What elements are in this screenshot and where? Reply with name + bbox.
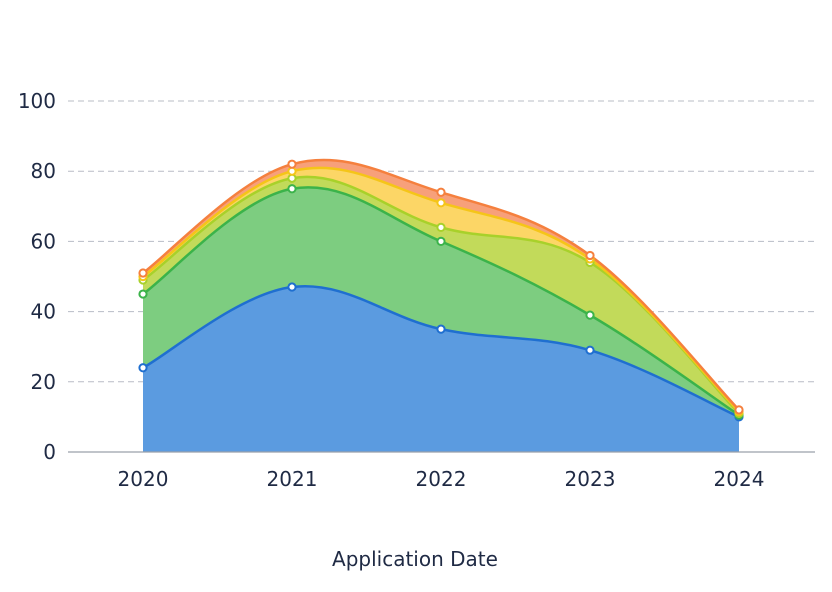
data-point-series-1[interactable] — [586, 347, 593, 354]
chart-container: 0 20 40 60 80 100 2020 2021 2022 2023 2024 Applica… — [0, 0, 832, 592]
data-point-series-5[interactable] — [735, 406, 742, 413]
x-tick-label: 2020 — [118, 467, 169, 491]
data-point-series-2[interactable] — [586, 312, 593, 319]
x-tick-label: 2024 — [714, 467, 765, 491]
data-point-series-1[interactable] — [139, 364, 146, 371]
data-point-series-1[interactable] — [288, 283, 295, 290]
data-point-series-1[interactable] — [437, 326, 444, 333]
y-tick-label: 20 — [31, 370, 56, 394]
data-point-series-5[interactable] — [586, 252, 593, 259]
data-point-series-5[interactable] — [437, 189, 444, 196]
data-point-series-2[interactable] — [437, 238, 444, 245]
y-tick-label: 100 — [18, 89, 56, 113]
y-tick-label: 80 — [31, 159, 56, 183]
data-point-series-2[interactable] — [288, 185, 295, 192]
x-tick-label: 2022 — [416, 467, 467, 491]
data-point-series-4[interactable] — [437, 199, 444, 206]
x-tick-label: 2023 — [565, 467, 616, 491]
data-point-series-5[interactable] — [288, 161, 295, 168]
data-point-series-5[interactable] — [139, 269, 146, 276]
x-axis-title: Application Date — [332, 547, 498, 571]
data-point-series-2[interactable] — [139, 290, 146, 297]
y-tick-label: 40 — [31, 300, 56, 324]
y-tick-label: 0 — [43, 440, 56, 464]
data-point-series-3[interactable] — [437, 224, 444, 231]
x-tick-label: 2021 — [267, 467, 318, 491]
y-tick-label: 60 — [31, 229, 56, 253]
stacked-area-chart: 0 20 40 60 80 100 2020 2021 2022 2023 2024 Applica… — [0, 0, 832, 592]
